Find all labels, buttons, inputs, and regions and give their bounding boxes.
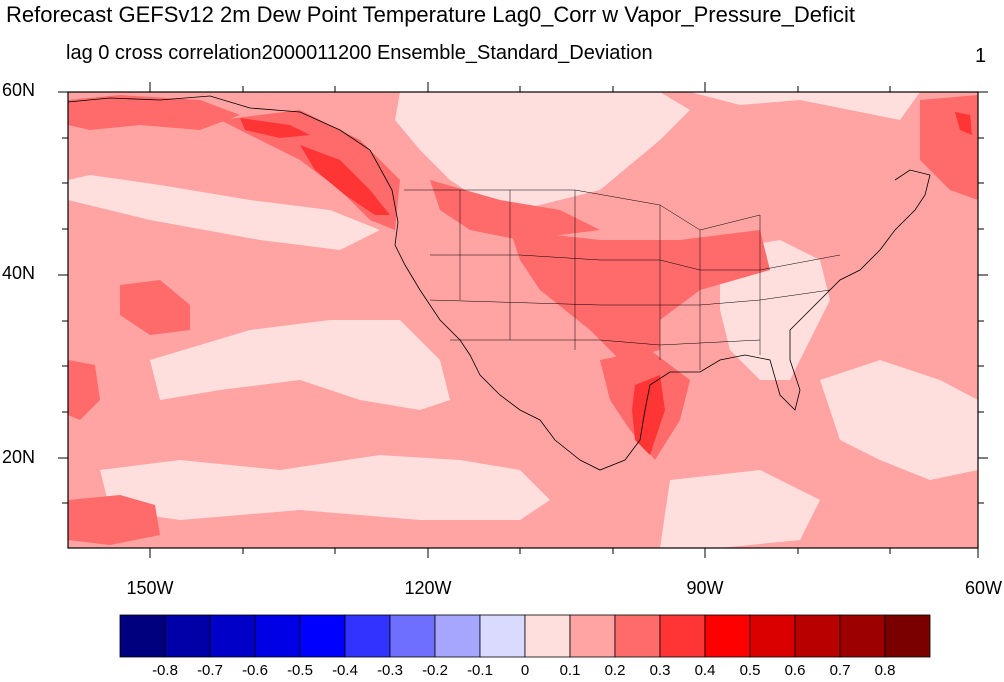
colorbar-swatch	[614, 614, 661, 658]
colorbar-tick-label: -0.1	[467, 662, 493, 679]
field-light-atlantic	[820, 360, 978, 480]
chart-title: Reforecast GEFSv12 2m Dew Point Temperat…	[6, 2, 856, 27]
colorbar-swatch	[479, 614, 526, 658]
colorbar-tick-label: -0.8	[152, 662, 178, 679]
field-high-alaska-strip	[240, 118, 310, 138]
colorbar-swatch	[704, 614, 751, 658]
coastline	[67, 95, 931, 471]
colorbar-swatch	[209, 614, 256, 658]
colorbar-swatch	[299, 614, 346, 658]
axis-ticks	[58, 82, 988, 558]
lat-label-20n: 20N	[2, 447, 36, 467]
colorbar-tick-label: 0.2	[604, 662, 626, 679]
colorbar-swatch	[434, 614, 481, 658]
colorbar-swatch	[794, 614, 841, 658]
colorbar-swatch	[164, 614, 211, 658]
colorbar-swatch	[569, 614, 616, 658]
colorbar-tick-label: -0.4	[332, 662, 358, 679]
field-light-tropics	[100, 455, 550, 520]
corner-label: 1	[975, 45, 987, 67]
field-high-labrador-core	[955, 112, 972, 135]
colorbar-swatch	[524, 614, 571, 658]
lat-label-60n: 60N	[2, 80, 36, 100]
field-mid-pacific-blob	[120, 280, 190, 335]
correlation-field	[68, 92, 978, 548]
colorbar-tick-label: 0.7	[829, 662, 851, 679]
lon-label-90w: 90W	[686, 578, 724, 598]
colorbar-tick-label: -0.5	[287, 662, 313, 679]
colorbar-swatch	[884, 614, 931, 658]
state-boundaries	[404, 189, 841, 370]
colorbar-tick-label: 0	[520, 662, 530, 679]
colorbar-swatch	[839, 614, 886, 658]
colorbar-swatch	[254, 614, 301, 658]
colorbar-tick-label: 0.8	[874, 662, 896, 679]
lat-label-40n: 40N	[2, 263, 36, 283]
field-light-pacific-west	[68, 175, 380, 250]
field-mid-hawaii	[68, 360, 100, 420]
field-high-gulf-coast	[632, 375, 665, 455]
field-mid-tropical-east	[68, 495, 160, 545]
colorbar-swatch	[749, 614, 796, 658]
colorbar-swatch	[344, 614, 391, 658]
colorbar-tick-label: -0.3	[377, 662, 403, 679]
field-mid-canada	[430, 180, 600, 240]
colorbar-tick-label: 0.5	[739, 662, 761, 679]
colorbar-tick-label: 0.4	[694, 662, 716, 679]
colorbar-swatch	[119, 614, 166, 658]
field-light-caribbean	[660, 470, 820, 548]
colorbar-tick-label: 0.6	[784, 662, 806, 679]
colorbar-swatch	[389, 614, 436, 658]
field-mid-alaska	[68, 95, 240, 130]
lon-label-120w: 120W	[404, 578, 452, 598]
chart-subtitle: lag 0 cross correlation2000011200 Ensemb…	[66, 42, 653, 64]
colorbar-tick-label: 0.1	[559, 662, 581, 679]
colorbar-tick-label: -0.6	[242, 662, 268, 679]
lon-label-150w: 150W	[126, 578, 174, 598]
colorbar-tick-label: -0.7	[197, 662, 223, 679]
field-light-northeast	[690, 92, 920, 120]
field-high-bc-coast	[300, 145, 390, 215]
map-frame	[67, 91, 979, 549]
colorbar-swatch	[659, 614, 706, 658]
colorbar-tick-label: -0.2	[422, 662, 448, 679]
lon-label-60w: 60W	[964, 578, 1002, 598]
colorbar-tick-label: 0.3	[649, 662, 671, 679]
field-light-north	[395, 92, 690, 210]
field-light-pacific-central	[150, 320, 450, 410]
